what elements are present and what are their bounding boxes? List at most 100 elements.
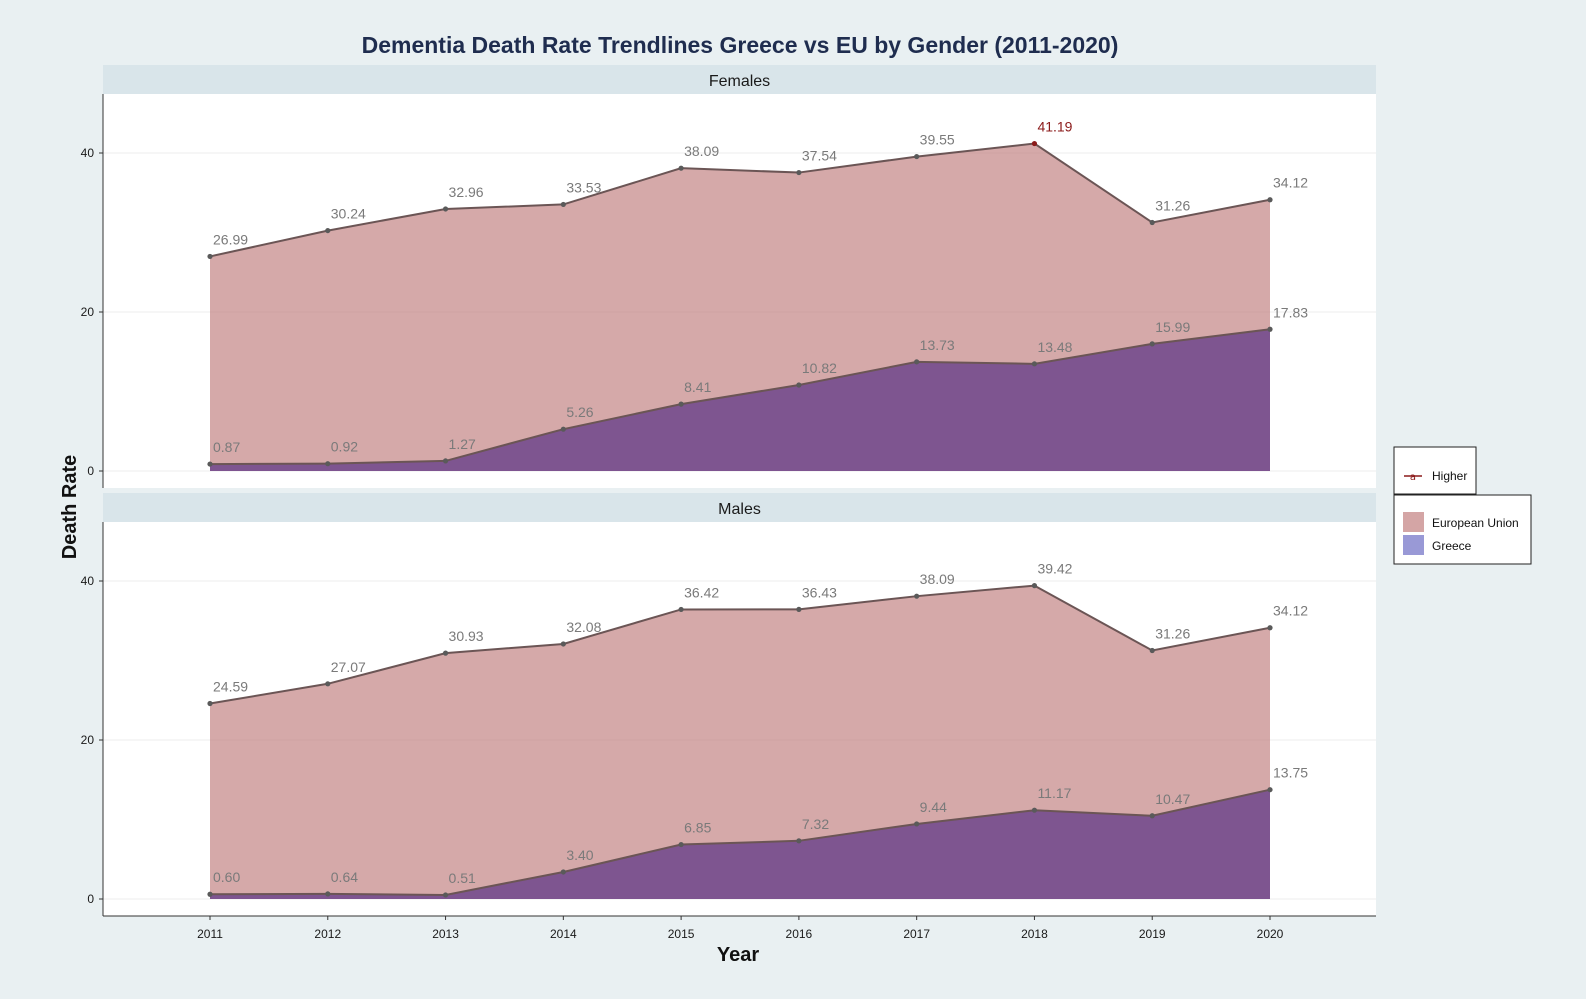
- line-greece: [209, 328, 1271, 466]
- y-tick-label: 0: [87, 892, 94, 906]
- data-label-european-union: 37.54: [802, 148, 837, 164]
- data-label-european-union: 33.53: [566, 179, 601, 195]
- y-axis-title: Death Rate: [59, 455, 81, 559]
- data-label-greece: 13.73: [920, 337, 955, 353]
- x-tick-label: 2013: [432, 927, 459, 941]
- x-tick-label: 2012: [314, 927, 341, 941]
- data-label-greece: 7.32: [802, 816, 829, 832]
- data-label-greece: 13.48: [1037, 339, 1072, 355]
- line-european-union: [209, 142, 1271, 258]
- point-greece: [678, 841, 684, 848]
- y-tick-label: 0: [87, 464, 94, 478]
- point-greece: [560, 869, 566, 875]
- point-european-union: [325, 681, 331, 687]
- point-greece: [1267, 787, 1273, 793]
- point-greece: [325, 461, 331, 467]
- data-label-european-union: 24.59: [213, 679, 248, 695]
- data-label-greece: 11.17: [1037, 785, 1071, 801]
- data-label-european-union: 31.26: [1155, 625, 1190, 641]
- data-label-greece: 6.85: [684, 820, 711, 836]
- point-greece: [914, 359, 920, 365]
- data-label-european-union: 41.19: [1037, 119, 1072, 135]
- point-greece: [1031, 361, 1038, 367]
- legend-highlight-label: Higher: [1432, 469, 1467, 483]
- data-label-greece: 17.83: [1273, 304, 1308, 320]
- point-greece: [442, 892, 449, 898]
- chart-title: Dementia Death Rate Trendlines Greece vs…: [362, 32, 1119, 58]
- data-label-european-union: 26.99: [213, 231, 248, 247]
- strip-background: [103, 493, 1376, 522]
- data-label-greece: 5.26: [566, 404, 593, 420]
- data-label-european-union: 36.43: [802, 584, 837, 600]
- x-tick-label: 2014: [550, 927, 577, 941]
- data-label-greece: 15.99: [1155, 319, 1190, 335]
- data-label-greece: 0.51: [449, 870, 476, 886]
- point-european-union: [1031, 583, 1038, 589]
- data-label-greece: 9.44: [920, 799, 947, 815]
- area-greece: [210, 789, 1270, 899]
- point-european-union: [678, 165, 684, 171]
- data-label-european-union: 32.96: [449, 184, 484, 200]
- point-greece: [560, 426, 566, 432]
- legend-swatch-european-union: [1403, 512, 1424, 532]
- panels: Females 0 20 40 26.99 30.24 32.96 33.53 38.09 37.…: [81, 65, 1376, 941]
- point-greece: [207, 461, 213, 467]
- x-tick-label: 2018: [1021, 927, 1048, 941]
- y-tick-label: 20: [81, 305, 95, 319]
- data-label-european-union: 38.09: [684, 143, 719, 159]
- point-greece: [325, 891, 331, 897]
- line-greece: [209, 788, 1271, 896]
- point-european-union: [1267, 625, 1273, 631]
- point-european-union: [796, 169, 802, 176]
- x-tick-label: 2017: [903, 927, 930, 941]
- data-label-greece: 3.40: [566, 847, 593, 863]
- data-label-european-union: 32.08: [566, 619, 601, 635]
- data-label-greece: 10.82: [802, 360, 837, 376]
- x-tick-label: 2011: [197, 927, 223, 941]
- data-label-greece: 8.41: [684, 379, 711, 395]
- point-european-union: [796, 606, 802, 612]
- y-tick-label: 40: [81, 146, 95, 160]
- y-tick-label: 20: [81, 733, 95, 747]
- point-european-union: [678, 606, 684, 613]
- strip-label: Males: [718, 501, 761, 518]
- strip-background: [103, 65, 1376, 94]
- data-label-greece: 10.47: [1155, 791, 1190, 807]
- data-label-greece: 0.64: [331, 869, 358, 885]
- data-label-greece: 0.92: [331, 439, 358, 455]
- area-greece: [210, 329, 1270, 471]
- point-greece: [1149, 813, 1155, 819]
- panel-females: Females 0 20 40 26.99 30.24 32.96 33.53 38.09 37.…: [81, 65, 1376, 488]
- point-european-union: [914, 153, 920, 160]
- point-greece: [1031, 807, 1038, 813]
- data-label-greece: 1.27: [449, 436, 476, 452]
- data-label-european-union: 34.12: [1273, 603, 1308, 619]
- point-european-union: [442, 206, 449, 212]
- point-greece: [796, 382, 802, 388]
- legend-label-european-union: European Union: [1432, 516, 1519, 530]
- point-greece: [796, 838, 802, 844]
- data-label-european-union: 39.42: [1037, 561, 1072, 577]
- x-tick-label: 2020: [1257, 927, 1284, 941]
- x-tick-label: 2016: [786, 927, 813, 941]
- point-european-union: [1149, 219, 1155, 226]
- line-european-union: [209, 584, 1271, 705]
- point-greece: [442, 458, 449, 464]
- point-greece: [1267, 326, 1273, 332]
- x-axis-title: Year: [717, 944, 759, 966]
- legend-highlight-box: [1393, 446, 1477, 495]
- point-european-union: [914, 593, 920, 599]
- x-tick-label: 2019: [1139, 927, 1166, 941]
- legend-label-greece: Greece: [1432, 539, 1472, 553]
- data-label-european-union: 30.24: [331, 206, 366, 222]
- x-tick-label: 2015: [668, 927, 695, 941]
- point-european-union: [1031, 140, 1038, 147]
- data-label-greece: 0.60: [213, 869, 240, 885]
- y-tick-label: 40: [81, 574, 95, 588]
- point-greece: [678, 401, 684, 407]
- point-greece: [207, 891, 213, 897]
- point-european-union: [1267, 197, 1273, 203]
- strip-label: Females: [709, 73, 770, 90]
- point-european-union: [325, 227, 331, 234]
